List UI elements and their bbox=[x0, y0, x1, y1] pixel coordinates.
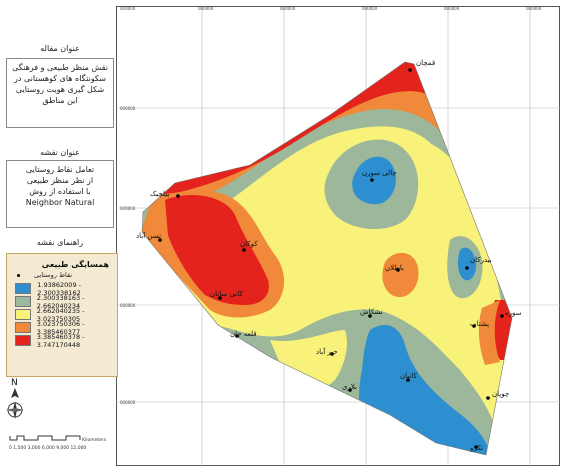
zone-blue-east bbox=[457, 247, 477, 281]
north-arrow-icon bbox=[11, 388, 19, 398]
village-point bbox=[368, 314, 372, 318]
village-label: چالی سورن bbox=[362, 169, 397, 177]
village-label: پیلچیک bbox=[150, 190, 169, 198]
village-point bbox=[176, 194, 180, 198]
village-point-icon bbox=[17, 273, 20, 277]
legend-row: 1.93862009 - 2.300338162 bbox=[15, 280, 117, 297]
coord-labels-left: 000000 000000 000000 000000 bbox=[120, 106, 136, 405]
village-label: قلعه جان bbox=[230, 330, 257, 338]
legend-row: 3.385460378 - 3.747170448 bbox=[15, 332, 117, 349]
zone-orange-east bbox=[478, 300, 500, 365]
zone-orange-center bbox=[382, 252, 419, 298]
coord-top-2: 000000 bbox=[280, 6, 296, 11]
village-point bbox=[406, 378, 410, 382]
scale-unit: Kilometers bbox=[82, 437, 107, 443]
coord-top-4: 000000 bbox=[444, 6, 460, 11]
legend-label: 3.385460378 - 3.747170448 bbox=[36, 332, 85, 349]
village-label: خیر آباد bbox=[316, 347, 338, 356]
north-arrow: N bbox=[6, 378, 24, 419]
coord-left-3: 000000 bbox=[120, 400, 136, 405]
legend-swatch bbox=[15, 322, 31, 333]
coord-top-1: 000000 bbox=[198, 6, 214, 11]
village-point bbox=[370, 178, 374, 182]
north-letter: N bbox=[11, 378, 18, 388]
coord-left-2: 000000 bbox=[120, 303, 136, 308]
legend: همسایگی طبیعی نقاط روستایی 1.93862009 - … bbox=[6, 253, 118, 377]
article-box: نقش منظر طبیعی و فرهنگی سکونتگاه های کوه… bbox=[6, 58, 114, 128]
village-label: کوکان bbox=[240, 240, 258, 248]
village-point bbox=[330, 352, 334, 356]
village-label: قمچان bbox=[416, 59, 435, 67]
village-point bbox=[242, 248, 246, 252]
legend-label: 2.300338163 - 2.662040234 bbox=[36, 293, 85, 310]
village-points: قمچان چالی سورن پیلچیک تسن آباد کوکان کا… bbox=[136, 59, 522, 452]
village-label: بلاری bbox=[342, 383, 357, 391]
village-point bbox=[396, 268, 400, 272]
village-label: کانیان bbox=[400, 372, 417, 380]
legend-row: 3.023750306 - 3.385460377 bbox=[15, 319, 117, 336]
village-point bbox=[465, 266, 469, 270]
village-point bbox=[348, 388, 352, 392]
village-label: نشکاش bbox=[360, 308, 383, 316]
article-title: عنوان مقاله bbox=[40, 44, 80, 53]
coord-top-3: 000000 bbox=[362, 6, 378, 11]
legend-label: 1.93862009 - 2.300338162 bbox=[37, 280, 81, 297]
zone-blue-center bbox=[352, 156, 396, 205]
article-text: نقش منظر طبیعی و فرهنگی سکونتگاه های کوه… bbox=[12, 63, 108, 105]
village-label: چوپان bbox=[492, 390, 509, 398]
guide-title: راهنمای نقشه bbox=[36, 238, 84, 247]
village-point bbox=[474, 445, 478, 449]
village-point bbox=[408, 68, 412, 72]
village-point bbox=[472, 324, 476, 328]
village-label: تکرو bbox=[469, 444, 483, 452]
village-point bbox=[235, 334, 239, 338]
map-text-1: تعامل نقاط روستایی bbox=[25, 165, 95, 174]
village-label: باطلان bbox=[385, 264, 404, 272]
scale-bar: 0 1,500 3,000 6,000 9,000 12,000 Kilomet… bbox=[9, 435, 107, 451]
village-label: پشتاب bbox=[470, 320, 489, 328]
coord-left-1: 000000 bbox=[120, 206, 136, 211]
village-point bbox=[486, 396, 490, 400]
legend-swatch bbox=[15, 309, 31, 320]
village-label: بیدرکان bbox=[470, 256, 492, 264]
village-label: تسن آباد bbox=[136, 231, 161, 240]
village-label: کانی سانان bbox=[210, 290, 243, 298]
map-title-box: تعامل نقاط روستایی از نظر منظر طبیعی با … bbox=[6, 160, 114, 228]
map-text-3: با استفاده از روش bbox=[29, 187, 91, 196]
legend-row: 2.300338163 - 2.662040234 bbox=[15, 293, 117, 310]
scale-ticks: 0 1,500 3,000 6,000 9,000 12,000 bbox=[9, 445, 86, 451]
village-point bbox=[218, 296, 222, 300]
legend-point-row: نقاط روستایی bbox=[17, 271, 117, 279]
legend-swatch bbox=[15, 335, 31, 346]
village-point bbox=[158, 238, 162, 242]
legend-swatch bbox=[15, 296, 31, 307]
map-title-heading: عنوان نقشه bbox=[40, 148, 80, 157]
coord-labels-top: 000000 000000 000000 000000 000000 00000… bbox=[120, 6, 542, 11]
village-label: سوره bbox=[505, 309, 522, 317]
coord-left-0: 000000 bbox=[120, 106, 136, 111]
legend-label: 2.662040235 - 3.023750305 bbox=[36, 306, 85, 323]
village-point bbox=[500, 314, 504, 318]
legend-point-label: نقاط روستایی bbox=[34, 271, 73, 279]
graticule bbox=[116, 6, 560, 466]
map-text-2: از نظر منظر طبیعی bbox=[26, 176, 94, 185]
legend-label: 3.023750306 - 3.385460377 bbox=[36, 319, 85, 336]
study-area-boundary bbox=[141, 61, 513, 456]
map-text-4: Neighbor Natural bbox=[25, 198, 95, 207]
zone-red-west bbox=[165, 195, 269, 305]
coord-top-0: 000000 bbox=[120, 6, 136, 11]
legend-swatch bbox=[15, 283, 32, 294]
zone-red-east bbox=[490, 300, 512, 360]
legend-title: همسایگی طبیعی bbox=[41, 260, 109, 269]
legend-row: 2.662040235 - 3.023750305 bbox=[15, 306, 117, 323]
coord-top-5: 000000 bbox=[526, 6, 542, 11]
